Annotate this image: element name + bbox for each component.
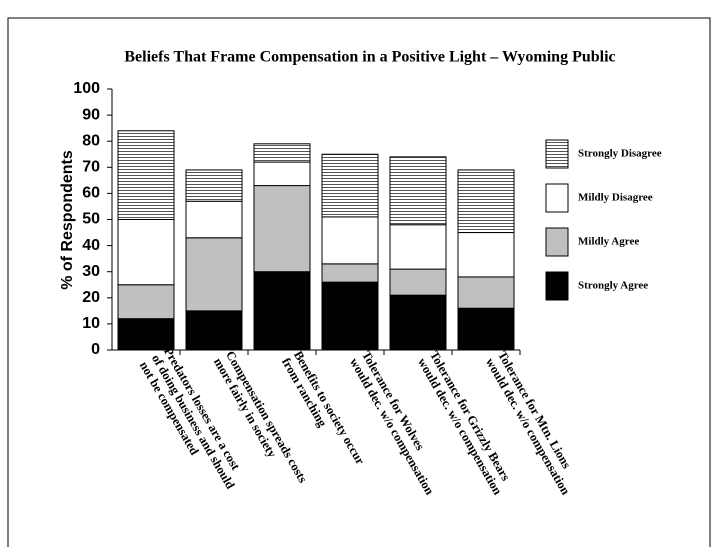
bar-segment xyxy=(389,268,447,296)
legend-swatch xyxy=(545,139,569,169)
bar-segment xyxy=(117,318,175,351)
bar-segment xyxy=(321,153,379,218)
y-tick-label: 20 xyxy=(82,289,100,306)
y-tick-label: 80 xyxy=(82,132,100,149)
y-axis-label: % of Respondents xyxy=(59,150,76,290)
bar-segment xyxy=(185,200,243,239)
y-tick-label: 50 xyxy=(82,211,100,228)
legend-swatch xyxy=(545,183,569,213)
y-tick-label: 60 xyxy=(82,185,100,202)
bar-segment xyxy=(457,169,515,234)
bar-segment xyxy=(389,294,447,351)
bar-segment xyxy=(389,224,447,270)
bar-segment xyxy=(389,156,447,226)
legend-label: Strongly Disagree xyxy=(578,148,662,160)
bar-segment xyxy=(117,284,175,320)
y-tick-label: 10 xyxy=(82,315,100,332)
bar-segment xyxy=(321,281,379,351)
y-tick-label: 90 xyxy=(82,106,100,123)
bar-segment xyxy=(457,232,515,278)
x-tick-label: Tolerance for Mtn. Lions xyxy=(495,348,574,471)
bar-segment xyxy=(185,169,243,202)
bar-segment xyxy=(253,161,311,187)
bar-segment xyxy=(457,307,515,351)
frame xyxy=(7,17,711,547)
chart-title: Beliefs That Frame Compensation in a Pos… xyxy=(124,49,615,66)
y-tick-label: 70 xyxy=(82,159,100,176)
legend-label: Strongly Agree xyxy=(578,280,648,292)
legend-label: Mildly Disagree xyxy=(578,192,653,204)
bar-segment xyxy=(321,263,379,283)
bar-segment xyxy=(253,143,311,163)
bar-segment xyxy=(457,276,515,309)
bar-segment xyxy=(321,216,379,265)
y-tick-label: 30 xyxy=(82,263,100,280)
y-tick-label: 100 xyxy=(73,80,100,97)
y-tick-label: 40 xyxy=(82,237,100,254)
legend-label: Mildly Agree xyxy=(578,236,639,248)
legend-swatch xyxy=(545,271,569,301)
legend-swatch xyxy=(545,227,569,257)
bar-segment xyxy=(185,237,243,312)
bar-segment xyxy=(117,130,175,220)
bar-segment xyxy=(253,271,311,351)
bar-segment xyxy=(185,310,243,351)
bar-segment xyxy=(253,185,311,273)
bar-segment xyxy=(117,219,175,286)
y-tick-label: 0 xyxy=(91,341,100,358)
